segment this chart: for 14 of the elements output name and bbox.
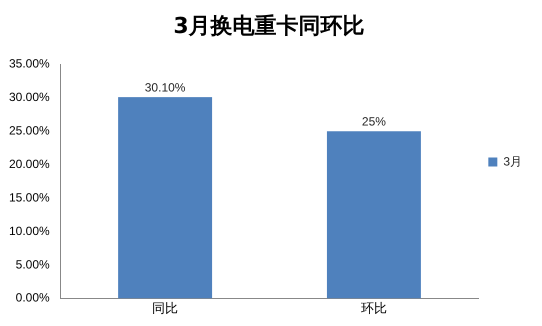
y-tick-label: 5.00% <box>16 257 50 272</box>
x-tick-label: 同比 <box>152 302 178 317</box>
data-label: 25% <box>362 114 386 129</box>
y-tick-label: 0.00% <box>16 290 50 305</box>
x-tick-label: 环比 <box>360 302 387 317</box>
chart-title: 3月换电重卡同环比 <box>173 14 365 39</box>
legend-label: 3月 <box>503 154 522 168</box>
y-tick-label: 15.00% <box>8 190 50 204</box>
y-tick-label: 30.00% <box>8 90 50 104</box>
y-tick-label: 10.00% <box>8 224 50 238</box>
y-tick-label: 25.00% <box>8 124 50 138</box>
data-label: 30.10% <box>144 80 186 94</box>
y-tick-label: 20.00% <box>8 157 50 171</box>
y-tick-label: 35.00% <box>8 56 50 71</box>
